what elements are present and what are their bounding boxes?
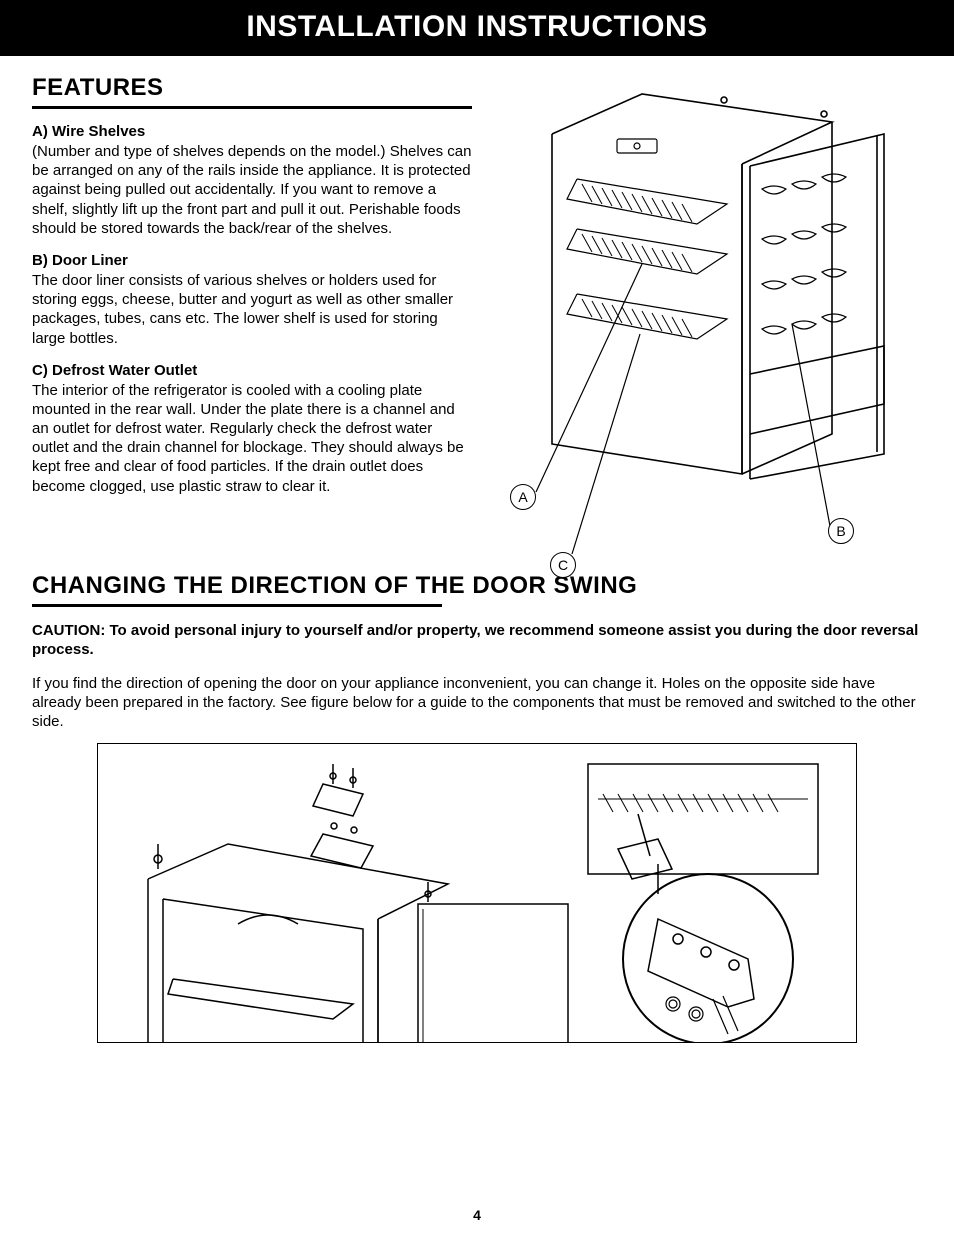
page-content: FEATURES A) Wire Shelves (Number and typ… [0, 56, 954, 1043]
feature-a: A) Wire Shelves (Number and type of shel… [32, 123, 472, 238]
callout-a: A [510, 484, 536, 510]
feature-a-title: A) Wire Shelves [32, 123, 472, 140]
feature-b-body: The door liner consists of various shelv… [32, 271, 472, 348]
feature-b-title: B) Door Liner [32, 252, 472, 269]
features-heading: FEATURES [32, 74, 472, 102]
feature-c: C) Defrost Water Outlet The interior of … [32, 362, 472, 496]
features-row: FEATURES A) Wire Shelves (Number and typ… [32, 74, 922, 564]
door-swing-section: CHANGING THE DIRECTION OF THE DOOR SWING… [32, 572, 922, 1043]
callout-c: C [550, 552, 576, 578]
fridge-svg [492, 74, 912, 564]
feature-b: B) Door Liner The door liner consists of… [32, 252, 472, 348]
feature-a-body: (Number and type of shelves depends on t… [32, 142, 472, 238]
page-banner: INSTALLATION INSTRUCTIONS [0, 0, 954, 56]
door-swing-diagram [97, 743, 857, 1043]
feature-c-body: The interior of the refrigerator is cool… [32, 381, 472, 496]
door-swing-rule [32, 604, 442, 607]
door-swing-body: If you find the direction of opening the… [32, 674, 922, 732]
page-number: 4 [0, 1207, 954, 1223]
features-rule [32, 106, 472, 109]
door-swing-svg [98, 744, 857, 1043]
feature-c-title: C) Defrost Water Outlet [32, 362, 472, 379]
door-swing-caution: CAUTION: To avoid personal injury to you… [32, 621, 922, 660]
fridge-diagram: A B C [492, 74, 912, 564]
door-swing-heading: CHANGING THE DIRECTION OF THE DOOR SWING [32, 572, 922, 600]
features-diagram-column: A B C [492, 74, 922, 564]
callout-b: B [828, 518, 854, 544]
features-text-column: FEATURES A) Wire Shelves (Number and typ… [32, 74, 472, 564]
